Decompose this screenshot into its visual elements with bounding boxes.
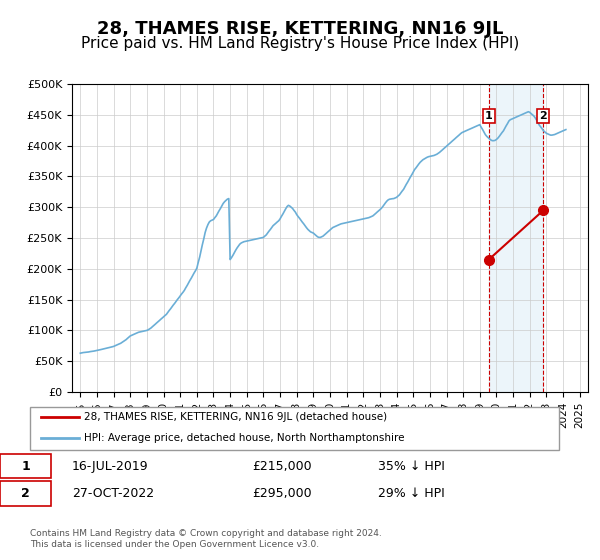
FancyBboxPatch shape	[0, 454, 51, 478]
FancyBboxPatch shape	[30, 407, 559, 450]
Text: 2: 2	[539, 111, 547, 121]
Text: 29% ↓ HPI: 29% ↓ HPI	[378, 487, 445, 500]
Text: Contains HM Land Registry data © Crown copyright and database right 2024.
This d: Contains HM Land Registry data © Crown c…	[30, 529, 382, 549]
Text: 28, THAMES RISE, KETTERING, NN16 9JL (detached house): 28, THAMES RISE, KETTERING, NN16 9JL (de…	[84, 412, 387, 422]
Text: 2: 2	[21, 487, 30, 500]
FancyBboxPatch shape	[0, 482, 51, 506]
Text: 16-JUL-2019: 16-JUL-2019	[72, 460, 149, 473]
Text: 1: 1	[485, 111, 493, 121]
Text: £215,000: £215,000	[252, 460, 311, 473]
Text: 1: 1	[21, 460, 30, 473]
Text: £295,000: £295,000	[252, 487, 311, 500]
Text: HPI: Average price, detached house, North Northamptonshire: HPI: Average price, detached house, Nort…	[84, 433, 404, 444]
Text: Price paid vs. HM Land Registry's House Price Index (HPI): Price paid vs. HM Land Registry's House …	[81, 36, 519, 52]
Text: 35% ↓ HPI: 35% ↓ HPI	[378, 460, 445, 473]
Text: 27-OCT-2022: 27-OCT-2022	[72, 487, 154, 500]
Text: 28, THAMES RISE, KETTERING, NN16 9JL: 28, THAMES RISE, KETTERING, NN16 9JL	[97, 20, 503, 38]
Bar	[489, 84, 544, 392]
